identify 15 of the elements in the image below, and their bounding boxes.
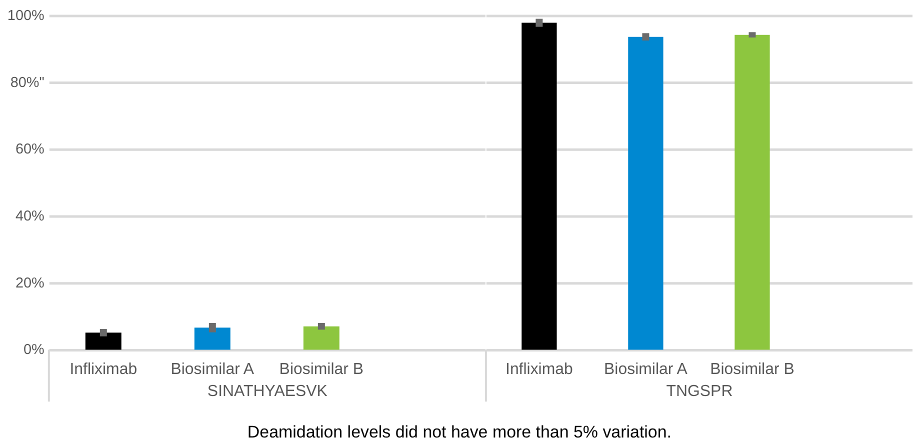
- y-tick-label: 60%: [15, 142, 45, 158]
- y-tick-label: 40%: [15, 208, 45, 224]
- x-tick-label: Biosimilar B: [710, 361, 794, 378]
- x-axis-title: SINATHYAESVK: [207, 383, 328, 400]
- y-tick-label: 20%: [15, 275, 45, 292]
- y-tick-label: 80%": [10, 74, 44, 91]
- x-axis-title: TNGSPR: [666, 383, 733, 400]
- y-tick-label: 0%: [24, 342, 45, 358]
- text: Deamidation levels did not have more than 5% variation.: [247, 422, 672, 442]
- x-tick-label: Biosimilar A: [170, 361, 254, 378]
- x-tick-label: Biosimilar A: [604, 361, 688, 378]
- x-tick-label: Infliximab: [70, 361, 138, 378]
- y-tick-label: 100%: [7, 8, 45, 24]
- x-tick-label: Biosimilar B: [279, 361, 364, 378]
- x-tick-label: Infliximab: [506, 361, 574, 378]
